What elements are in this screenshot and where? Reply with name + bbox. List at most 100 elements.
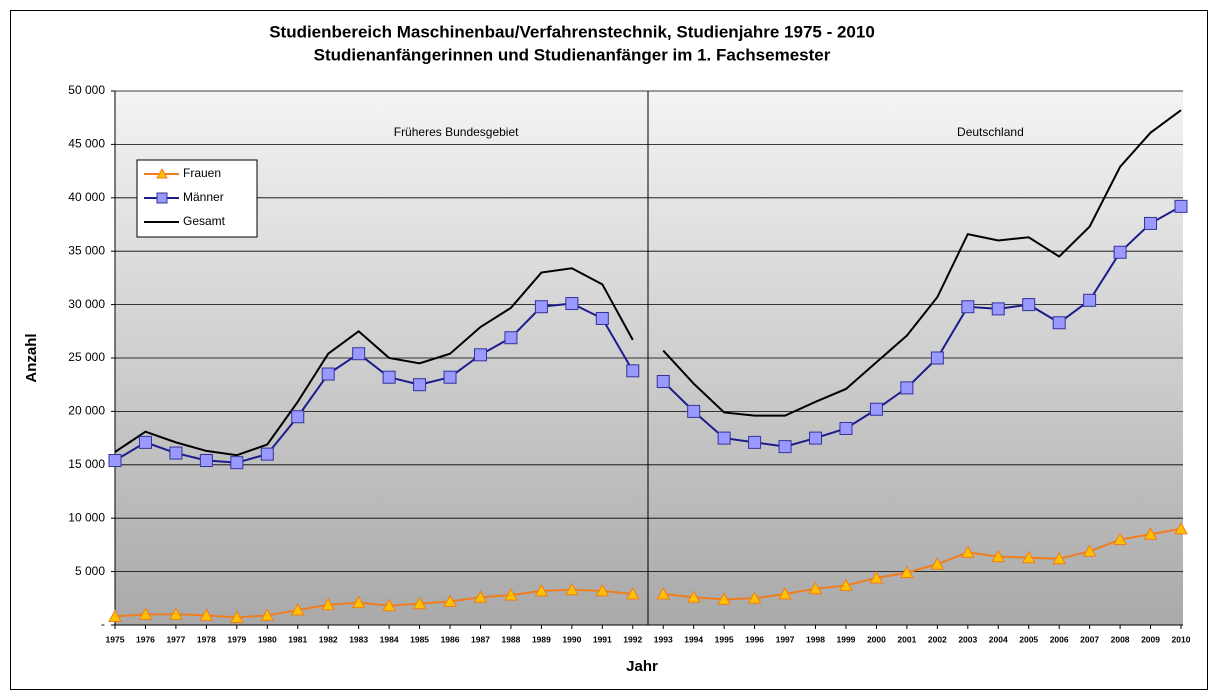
x-tick-label: 1975 [106,634,125,644]
triangle-marker [656,586,671,600]
triangle-marker [412,596,427,610]
x-tick-label: 2007 [1080,634,1099,644]
square-marker [595,311,609,325]
x-tick-label: 1994 [684,634,703,644]
square-marker [413,378,427,392]
square-marker [656,374,670,388]
x-tick-label: 1996 [745,634,764,644]
triangle-marker [778,586,792,600]
x-tick-label: 1987 [471,634,490,644]
triangle-marker [930,557,945,570]
x-tick-label: 2005 [1019,634,1038,644]
legend-marker [156,192,168,204]
triangle-marker [1143,527,1158,540]
x-tick-label: 1989 [532,634,551,644]
chart-title: Studienbereich Maschinenbau/Verfahrenste… [269,22,875,41]
x-tick-label: 2004 [989,634,1008,644]
y-tick-label: 10 000 [68,510,105,524]
square-marker [321,367,335,381]
legend-label: Gesamt [183,214,226,228]
square-marker [748,435,762,449]
x-tick-label: 1997 [776,634,795,644]
triangle-marker [595,583,610,597]
triangle-marker [443,594,457,608]
triangle-marker [473,590,488,603]
y-axis-title: Anzahl [23,333,40,382]
y-tick-label: 50 000 [68,83,105,97]
region-label: Früheres Bundesgebiet [394,125,519,139]
x-tick-label: 1985 [410,634,429,644]
x-tick-label: 2010 [1172,634,1191,644]
triangle-marker [960,545,975,558]
x-tick-label: 1984 [380,634,399,644]
x-tick-label: 1998 [806,634,825,644]
square-marker [534,300,548,314]
triangle-marker [1174,521,1188,535]
chart-subtitle: Studienanfängerinnen und Studienanfänger… [314,45,831,64]
x-tick-label: 1992 [623,634,642,644]
triangle-marker [808,581,823,595]
x-tick-label: 2009 [1141,634,1160,644]
x-tick-label: 1988 [501,634,520,644]
x-tick-label: 2000 [867,634,886,644]
square-marker [443,370,457,384]
square-marker [626,364,640,378]
square-marker [961,300,975,314]
triangle-marker [991,549,1006,563]
triangle-marker [839,578,853,591]
line [114,588,633,619]
square-marker [291,410,305,424]
x-tick-label: 1991 [593,634,612,644]
triangle-marker [686,590,701,603]
square-marker [169,446,183,460]
triangle-marker [108,609,122,622]
y-tick-label: 20 000 [68,404,105,418]
series [114,109,1182,457]
triangle-marker [321,597,336,611]
square-marker [991,302,1005,316]
legend-marker [156,167,168,179]
square-marker [1113,245,1127,259]
square-marker [565,297,579,311]
square-marker [1052,316,1066,330]
x-tick-label: 1982 [319,634,338,644]
square-marker [1144,216,1158,230]
triangle-marker [1052,551,1067,565]
triangle-marker [1021,550,1036,564]
x-tick-label: 1979 [227,634,246,644]
x-tick-label: 1978 [197,634,216,644]
square-marker [687,404,701,418]
triangle-marker [900,565,914,579]
y-tick-label: - [101,617,105,631]
x-tick-label: 1983 [349,634,368,644]
triangle-marker [199,608,214,621]
square-marker [199,454,213,468]
legend-label: Männer [183,190,224,204]
line [663,527,1182,601]
triangle-marker [625,586,640,600]
square-marker [778,440,792,454]
y-tick-label: 35 000 [68,243,105,257]
x-tick-label: 2006 [1050,634,1069,644]
triangle-marker [260,608,275,621]
square-marker [473,348,487,362]
square-marker [900,381,914,395]
triangle-marker [717,592,731,605]
y-tick-label: 45 000 [68,137,105,151]
series [108,199,1188,470]
triangle-marker [869,570,884,584]
y-tick-label: 30 000 [68,297,105,311]
y-tick-label: 5 000 [75,564,105,578]
square-marker [260,447,274,461]
square-marker [352,347,366,361]
square-marker [930,351,944,365]
triangle-marker [290,603,305,616]
x-tick-label: 1995 [715,634,734,644]
x-tick-label: 2002 [928,634,947,644]
x-tick-label: 1993 [654,634,673,644]
x-tick-label: 1977 [166,634,185,644]
x-axis-title: Jahr [626,658,658,675]
square-marker [809,431,823,445]
square-marker [382,370,396,384]
